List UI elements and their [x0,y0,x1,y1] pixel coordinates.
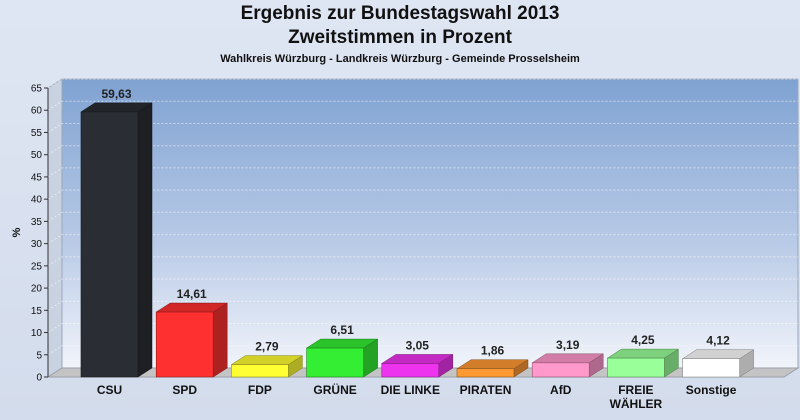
bar-front [306,347,364,378]
y-tick-label: 40 [31,195,43,206]
gridline [47,211,798,222]
bar-fdp [230,355,304,378]
bar-front [231,364,289,378]
gridline [47,256,798,267]
gridline [47,189,798,200]
x-tick-label: CSU [97,383,122,397]
data-label: 14,61 [177,287,207,301]
gridline [47,100,798,111]
y-tick-label: 0 [36,373,42,384]
data-label: 4,25 [631,333,655,347]
data-label: 6,51 [330,323,354,337]
gridline [47,167,798,178]
chart-caption: Wahlkreis Würzburg - Landkreis Würzburg … [220,53,580,65]
chart-title: Ergebnis zur Bundestagswahl 2013 [240,3,560,24]
y-tick-label: 5 [36,350,42,361]
y-tick-label: 45 [31,172,43,183]
x-tick-label: PIRATEN [460,383,512,397]
gridline [47,145,798,156]
bar-die-linke [380,353,454,378]
gridline [47,345,798,356]
chart-subtitle: Zweitstimmen in Prozent [288,27,512,48]
y-tick-label: 65 [31,84,43,95]
y-tick-label: 30 [31,239,43,250]
bar-grüne [305,338,379,378]
y-tick-label: 15 [31,306,43,317]
gridline [47,78,798,89]
y-tick-label: 35 [31,217,43,228]
y-tick-label: 50 [31,150,43,161]
x-tick-label: Sonstige [686,383,737,397]
y-tick-label: 25 [31,261,43,272]
bar-front [607,357,665,378]
data-label: 59,63 [101,87,131,101]
x-tick-label: DIE LINKE [381,383,440,397]
bar-front [456,368,515,378]
data-label: 1,86 [481,344,505,358]
bar-front [531,362,590,378]
x-tick-label: AfD [550,383,572,397]
data-label: 4,12 [706,334,730,348]
bar-side [137,102,153,378]
y-tick-label: 60 [31,106,43,117]
gridline [47,234,798,245]
bar-front [682,358,740,378]
gridline [47,323,798,333]
bar-freie-wähler [606,348,680,378]
y-tick-label: 10 [31,328,43,339]
bar-front [381,363,440,378]
x-tick-label: SPD [172,383,197,397]
x-tick-label: WÄHLER [610,396,663,411]
bar-spd [155,302,229,378]
data-label: 3,19 [556,338,580,352]
gridline [47,122,798,133]
y-tick-label: 20 [31,284,43,295]
bar-sonstige [681,349,755,378]
bar-front [80,111,139,378]
bar-front [155,311,214,378]
bar-afd [531,353,605,378]
x-tick-label: GRÜNE [313,382,356,397]
y-tick-label: 55 [31,128,43,139]
plot-side-wall [47,78,63,378]
gridline [47,278,798,289]
x-tick-label: FREIE [618,383,653,397]
bar-csu [80,102,153,378]
gridline [47,300,798,311]
data-label: 2,79 [255,340,279,354]
bar-side [212,302,228,378]
y-axis-title: % [11,227,23,237]
data-label: 3,05 [406,338,430,352]
bar-piraten [456,359,529,378]
x-tick-label: FDP [248,383,272,397]
